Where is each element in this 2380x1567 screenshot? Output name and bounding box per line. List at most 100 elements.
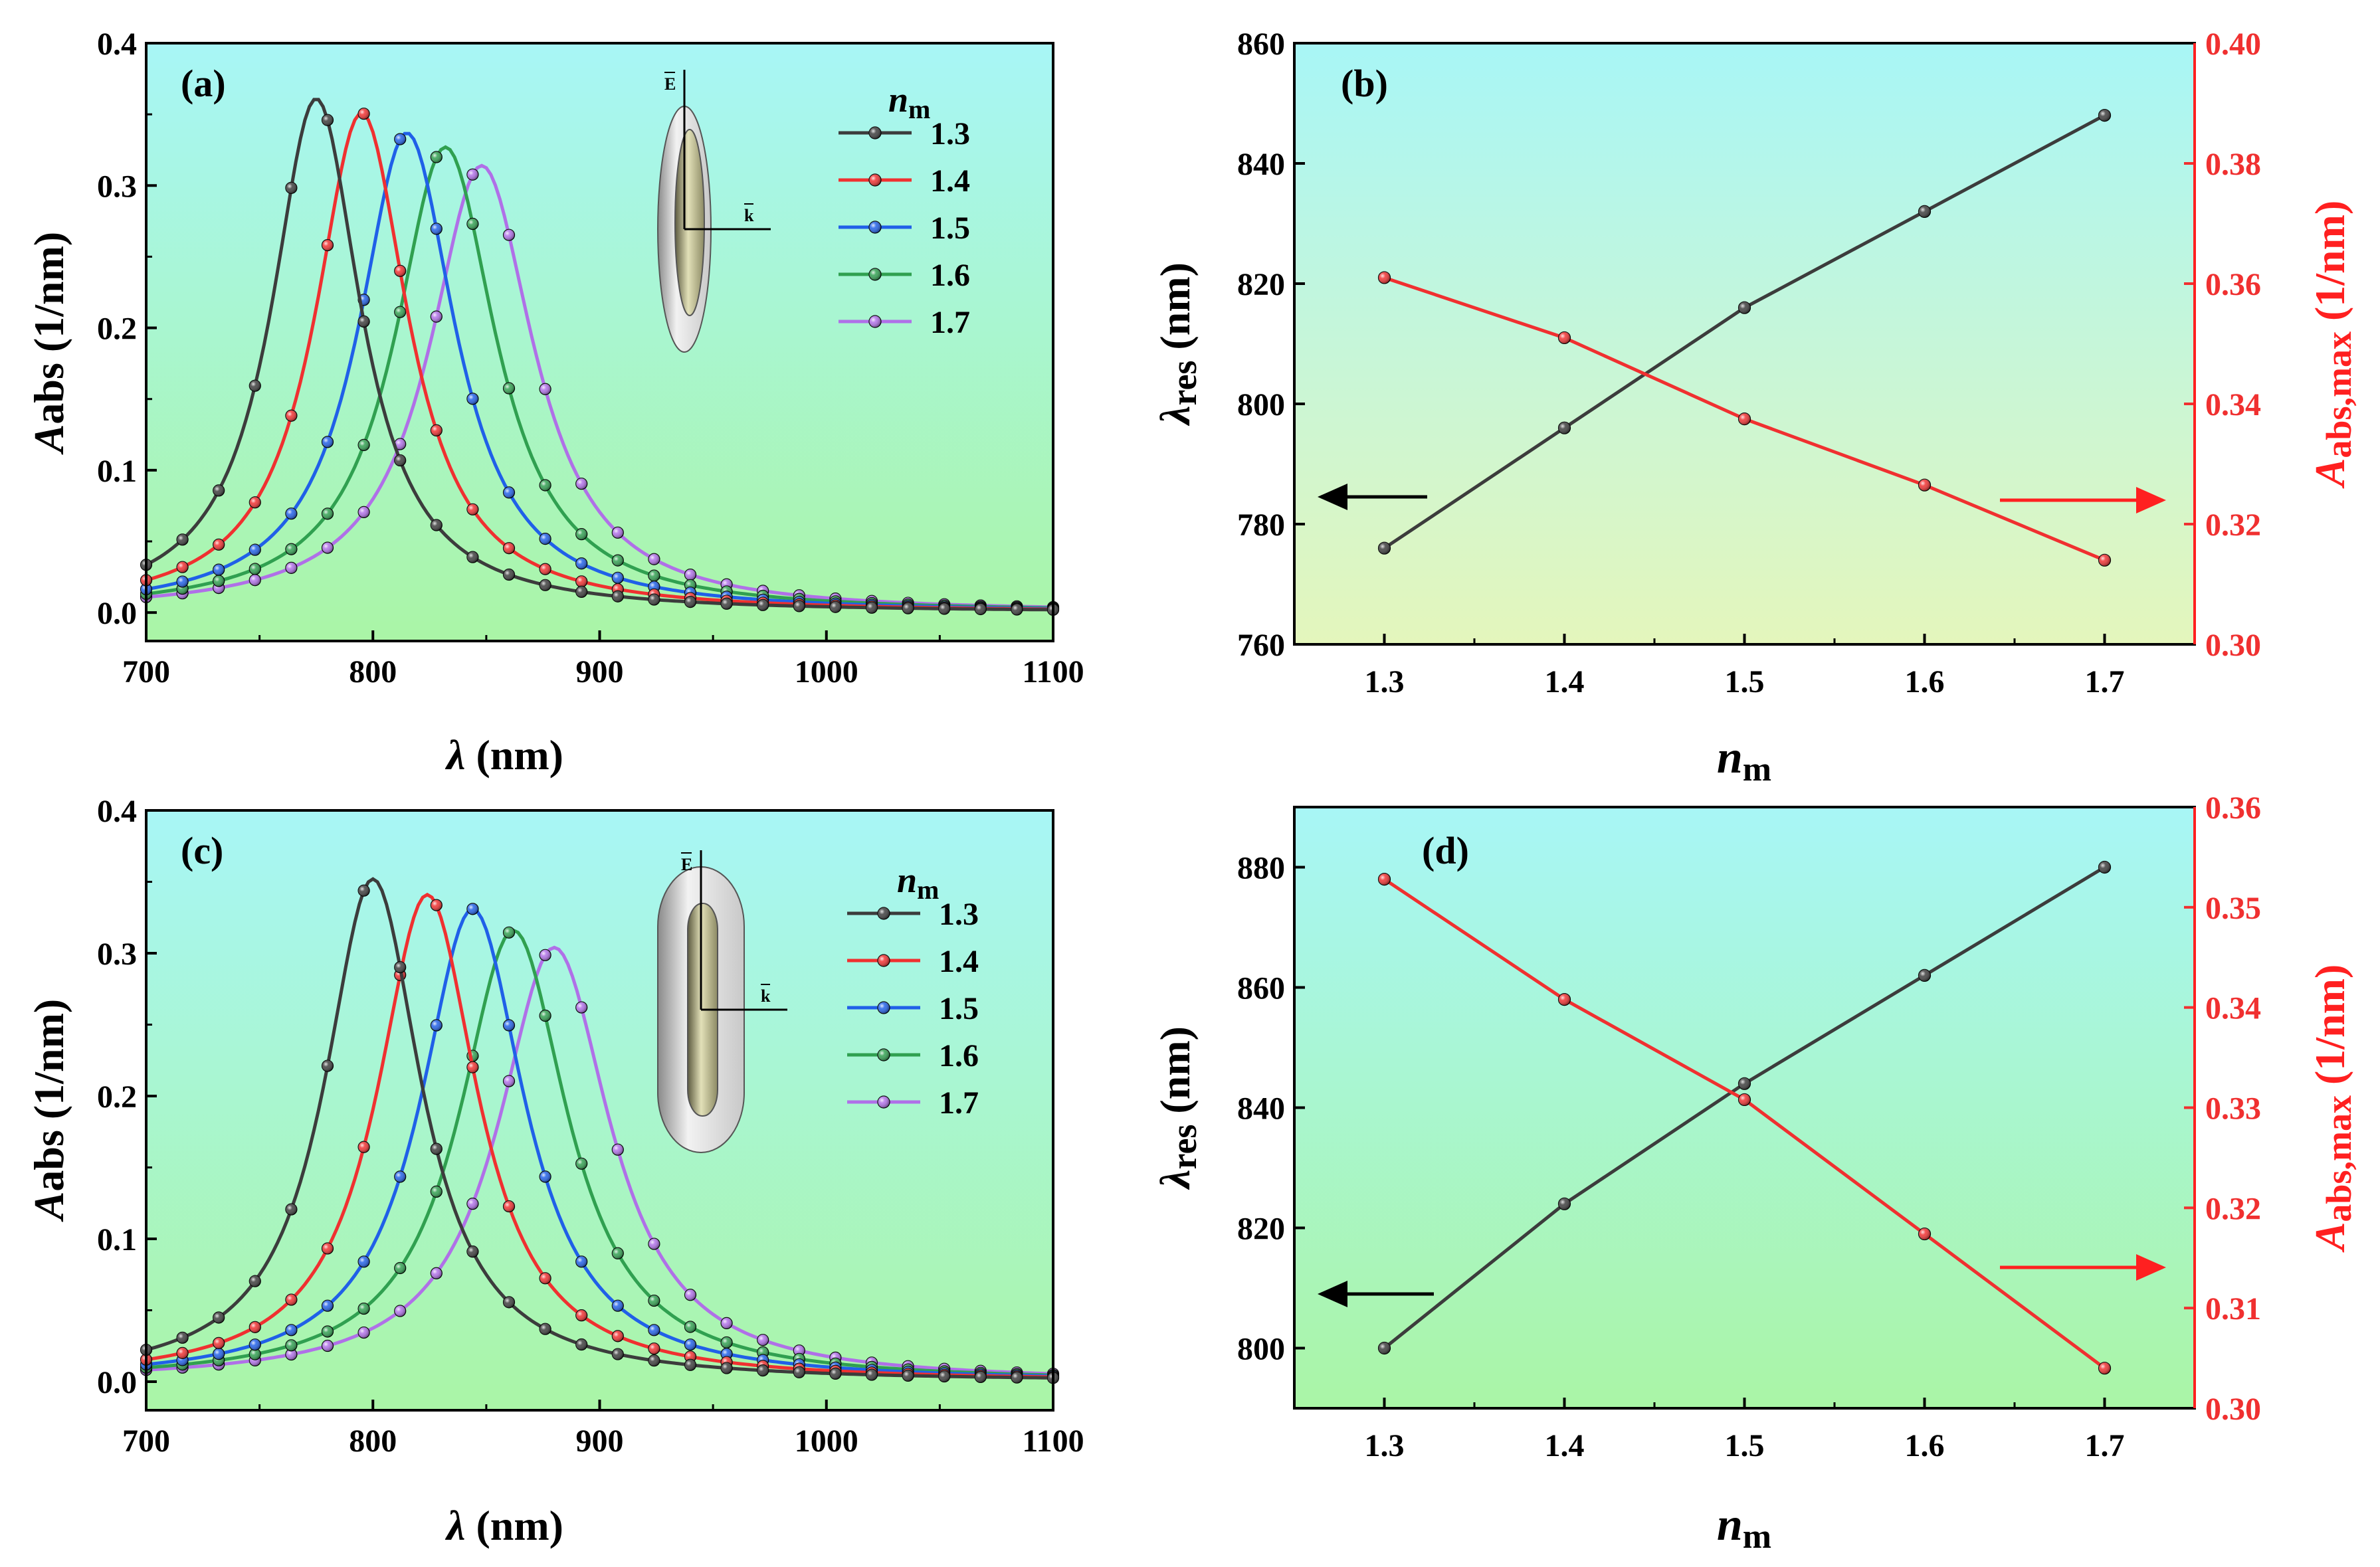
data-point: [321, 436, 334, 448]
y2-tick-label: 0.32: [2205, 1191, 2261, 1226]
legend-label: 1.4: [930, 163, 970, 199]
data-point: [176, 561, 189, 573]
y-tick-label: 0.0: [97, 1365, 137, 1400]
data-point: [213, 1311, 225, 1324]
y-tick-label: 860: [1237, 971, 1285, 1006]
data-point: [176, 1346, 189, 1359]
data-point: [575, 1001, 588, 1014]
data-point: [793, 600, 805, 612]
plot-background: [1294, 43, 2195, 644]
legend-label: 1.5: [930, 211, 970, 246]
y-tick-label: 0.1: [97, 1222, 137, 1257]
right-axis-label: Aabs,max (1/nm): [2306, 965, 2359, 1253]
x-tick-label: 1.3: [1365, 664, 1405, 699]
data-point: [575, 1255, 588, 1268]
data-point: [321, 541, 334, 554]
legend-marker: [877, 1048, 890, 1061]
x-tick-label: 1100: [1022, 654, 1084, 690]
data-point: [430, 424, 443, 436]
e-field-label: E: [664, 74, 676, 94]
data-point: [466, 503, 479, 515]
legend-marker: [868, 126, 882, 139]
data-point: [466, 1061, 479, 1073]
data-point: [1557, 331, 1571, 345]
data-point: [466, 393, 479, 405]
data-point: [539, 533, 551, 545]
y-tick-label: 820: [1237, 267, 1285, 302]
panel-a: 700 800 900 1000 1100 0.0 0.1 0.2 0.3 0.4 (a) λ …: [25, 27, 1084, 779]
y-tick-label: 0.3: [97, 169, 137, 204]
legend-label: 1.4: [939, 944, 979, 979]
y-tick-label: 880: [1237, 851, 1285, 886]
legend-label: 1.7: [930, 305, 970, 340]
legend-label: 1.7: [939, 1085, 979, 1121]
data-point: [648, 1324, 660, 1337]
y-tick-label: 800: [1237, 1332, 1285, 1367]
panel-label: (d): [1422, 829, 1469, 872]
data-point: [248, 1275, 261, 1287]
data-point: [430, 310, 443, 323]
data-point: [539, 1323, 551, 1335]
data-point: [430, 151, 443, 163]
data-point: [1737, 1093, 1751, 1107]
data-point: [684, 1321, 697, 1333]
data-point: [248, 574, 261, 587]
plot-background: [146, 43, 1053, 641]
x-tick-label: 1.7: [2085, 1428, 2125, 1463]
data-point: [720, 1336, 733, 1349]
data-point: [394, 454, 407, 467]
data-point: [974, 602, 987, 616]
plot-frame: [145, 809, 1054, 1412]
data-point: [757, 1364, 769, 1377]
data-point: [285, 1203, 298, 1216]
y-tick-label: 780: [1237, 507, 1285, 543]
x-tick-label: 1.7: [2085, 664, 2125, 699]
y2-tick-label: 0.34: [2205, 387, 2261, 422]
data-point: [466, 168, 479, 181]
data-point: [1737, 301, 1751, 314]
legend-marker: [868, 315, 882, 328]
y2-tick-label: 0.30: [2205, 628, 2261, 663]
data-point: [611, 526, 624, 539]
data-point: [1377, 1341, 1391, 1355]
data-point: [394, 1305, 407, 1317]
data-point: [539, 949, 551, 961]
data-point: [321, 507, 334, 520]
legend-marker: [868, 173, 882, 187]
data-point: [321, 238, 334, 252]
data-point: [357, 1302, 370, 1315]
data-point: [2098, 860, 2112, 874]
data-point: [285, 561, 298, 574]
y-tick-label: 0.4: [97, 27, 137, 62]
data-point: [611, 1143, 624, 1156]
data-point: [611, 571, 624, 584]
data-point: [2098, 109, 2112, 122]
x-tick-label: 1000: [795, 654, 858, 690]
x-tick-label: 1.4: [1545, 664, 1585, 699]
data-point: [285, 409, 298, 422]
data-point: [684, 1289, 697, 1301]
data-point: [394, 133, 407, 145]
data-point: [213, 484, 225, 497]
data-point: [1918, 205, 1932, 218]
data-point: [648, 593, 660, 606]
y-tick-label: 860: [1237, 27, 1285, 62]
legend-label: 1.3: [939, 897, 979, 932]
data-point: [357, 1326, 370, 1339]
data-point: [2098, 553, 2112, 567]
data-point: [720, 1317, 733, 1329]
y2-tick-label: 0.36: [2205, 790, 2261, 826]
y-tick-label: 0.0: [97, 596, 137, 631]
data-point: [502, 1200, 516, 1213]
data-point: [430, 519, 443, 531]
data-point: [829, 1367, 842, 1380]
x-tick-label: 1.4: [1545, 1428, 1585, 1463]
data-point: [1011, 603, 1023, 616]
data-point: [684, 1338, 697, 1351]
data-point: [539, 579, 551, 591]
data-point: [575, 1338, 588, 1351]
data-point: [285, 1339, 298, 1352]
data-point: [648, 569, 660, 582]
data-point: [430, 223, 443, 235]
data-point: [938, 1370, 951, 1383]
